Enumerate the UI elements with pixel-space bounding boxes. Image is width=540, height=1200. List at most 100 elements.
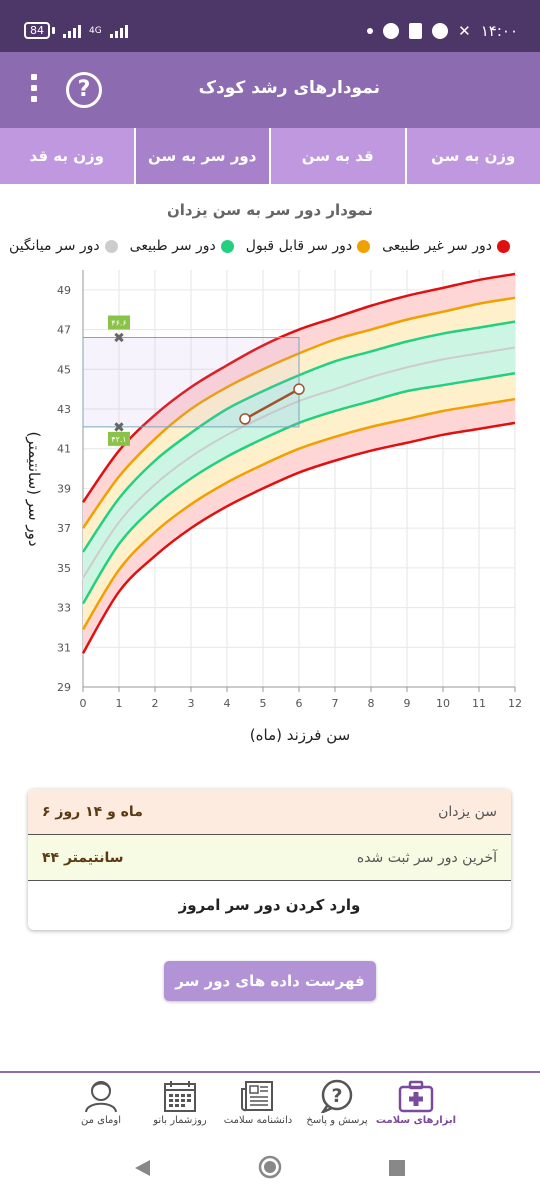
marker-label-bg — [108, 431, 130, 446]
user-icon — [85, 1081, 117, 1113]
head-data-list-button[interactable]: فهرست داده های دور سر یزدان — [164, 961, 376, 1030]
legend-label: دور سر غیر طبیعی — [382, 238, 492, 254]
marker-label: ۴۲.۱ — [111, 435, 126, 444]
system-nav-bar — [0, 1136, 540, 1200]
status-left: 84 4G — [24, 22, 128, 39]
tab-weight-for-age[interactable]: وزن به سن — [404, 128, 540, 184]
y-tick-label: 45 — [57, 363, 71, 376]
legend-item: دور سر میانگین — [9, 238, 118, 254]
x-tick-label: 8 — [368, 697, 375, 710]
legend-dot — [220, 239, 234, 253]
nav-label: روزشمار بانو — [153, 1115, 207, 1126]
marker-label-bg — [108, 315, 130, 330]
series-line — [81, 421, 516, 654]
tab-weight-for-height[interactable]: وزن به قد — [29, 147, 104, 165]
nav-questions[interactable]: ? پرسش و پاسخ — [292, 1079, 382, 1126]
status-right: ✕ ۱۴:۰۰ — [367, 22, 518, 40]
x-tick-label: 9 — [404, 697, 411, 710]
help-button[interactable]: ? — [66, 72, 102, 108]
tab-bar: وزن به سن قد به سن دور سر به سن وزن به ق… — [0, 128, 540, 184]
child-data-point — [293, 383, 305, 395]
legend-item: دور سر طبیعی — [130, 238, 234, 254]
legend-item: دور سر غیر طبیعی — [382, 238, 510, 254]
x-tick-label: 3 — [188, 697, 195, 710]
nav-calendar[interactable]: روزشمار بانو — [135, 1079, 225, 1126]
x-tick-label: 0 — [80, 697, 87, 710]
nav-encyclopedia[interactable]: دانشنامه سلامت — [213, 1079, 303, 1126]
status-time: ۱۴:۰۰ — [480, 22, 518, 40]
svg-text:?: ? — [331, 1085, 342, 1107]
legend-dot — [357, 239, 371, 253]
back-icon[interactable] — [132, 1158, 152, 1178]
last-head-row: ۴۴ سانتیمتر آخرین دور سر ثبت شده — [28, 835, 511, 881]
chart-title: نمودار دور سر به سن یزدان — [166, 201, 373, 219]
child-series-line — [244, 388, 300, 421]
tab-height-for-age[interactable]: قد به سن — [269, 128, 405, 184]
nav-label: پرسش و پاسخ — [306, 1115, 368, 1126]
age-value: ۶ ماه و ۱۴ روز — [42, 803, 143, 820]
y-tick-label: 49 — [57, 284, 71, 297]
notification-dot-icon — [367, 28, 374, 34]
x-axis-label: سن فرزند (ماه) — [249, 726, 351, 744]
y-tick-label: 31 — [57, 641, 71, 654]
marker-x-icon: ✖ — [113, 331, 125, 347]
app-bar: ? نمودارهای رشد کودک — [0, 52, 540, 128]
question-bubble-icon: ? — [320, 1079, 353, 1113]
y-axis-label-wrap: دور سر (سانتیمتر) — [14, 430, 54, 550]
recents-icon[interactable] — [388, 1159, 406, 1177]
age-row: ۶ ماه و ۱۴ روز سن یزدان — [28, 789, 511, 835]
battery-level: 84 — [24, 22, 50, 39]
x-tick-label: 7 — [332, 697, 339, 710]
x-tick-label: 12 — [508, 697, 522, 710]
network-type: 4G — [89, 25, 102, 36]
battery-icon: 84 — [24, 22, 55, 39]
tab-head-for-age[interactable]: دور سر به سن — [133, 128, 269, 184]
nav-profile[interactable]: اومای من — [56, 1079, 146, 1126]
x-tick-label: 1 — [116, 697, 123, 710]
legend-label: دور سر قابل قبول — [245, 238, 353, 254]
y-tick-label: 39 — [57, 482, 71, 495]
status-bar: 84 4G ✕ ۱۴:۰۰ — [0, 0, 540, 52]
legend-label: دور سر میانگین — [9, 238, 100, 254]
legend-label: دور سر طبیعی — [129, 238, 216, 254]
chat-icon — [432, 23, 449, 39]
newspaper-icon — [241, 1081, 273, 1112]
legend-item: دور سر قابل قبول — [245, 238, 371, 254]
nav-label: ابزارهای سلامت — [375, 1115, 457, 1126]
page-title: نمودارهای رشد کودک — [198, 78, 380, 98]
legend-dot — [497, 239, 510, 253]
child-data-point — [239, 413, 251, 425]
last-head-label: آخرین دور سر ثبت شده — [356, 849, 497, 866]
x-tick-label: 5 — [260, 697, 267, 710]
y-tick-label: 29 — [57, 681, 71, 694]
chart-legend: دور سر غیر طبیعی دور سر قابل قبول دور سر… — [9, 238, 510, 254]
nav-label: دانشنامه سلامت — [223, 1115, 293, 1126]
x-tick-label: 11 — [472, 697, 486, 710]
enter-head-button[interactable]: وارد کردن دور سر امروز — [178, 896, 361, 914]
bottom-nav: ابزارهای سلامت ? پرسش و پاسخ دانشنامه سل… — [0, 1071, 540, 1135]
x-tick-label: 2 — [152, 697, 159, 710]
nav-health-tools[interactable]: ابزارهای سلامت — [371, 1079, 461, 1126]
marker-x-icon: ✖ — [113, 420, 125, 436]
legend-dot — [104, 239, 118, 253]
medical-kit-icon — [398, 1080, 434, 1113]
last-head-value: ۴۴ سانتیمتر — [42, 849, 124, 866]
series-line — [81, 397, 516, 631]
y-tick-label: 35 — [57, 562, 71, 575]
y-axis-label: دور سر (سانتیمتر) — [25, 431, 43, 547]
home-icon[interactable] — [258, 1155, 282, 1179]
trash-icon — [409, 23, 423, 39]
y-tick-label: 43 — [57, 403, 71, 416]
range-box — [82, 337, 300, 428]
signal-icon-2 — [109, 24, 128, 38]
x-tick-label: 10 — [436, 697, 450, 710]
age-label: سن یزدان — [438, 803, 497, 820]
overflow-menu-icon[interactable] — [28, 74, 40, 108]
marker-label: ۴۶.۶ — [111, 319, 126, 328]
series-line — [81, 272, 516, 504]
mute-icon: ✕ — [458, 22, 471, 40]
y-tick-label: 47 — [57, 324, 71, 337]
calendar-icon — [164, 1081, 196, 1112]
telegram-icon — [383, 23, 400, 39]
x-tick-label: 4 — [224, 697, 231, 710]
